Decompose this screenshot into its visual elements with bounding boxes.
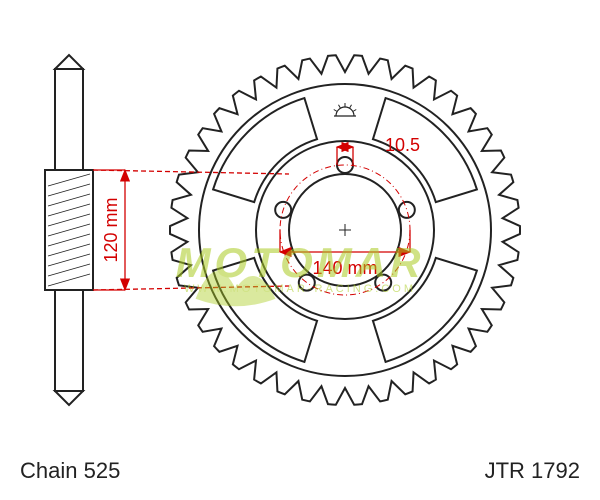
technical-drawing: 140 mm 10.5 120 mm	[0, 0, 600, 500]
side-profile-tooth	[55, 391, 83, 405]
diagram-canvas: 140 mm10.5120 mm MOTOMAR WWW.MOTOMAR-RAC…	[0, 0, 600, 500]
dim-bolt-circle-value: 140 mm	[312, 258, 377, 278]
side-profile-tooth	[55, 55, 83, 69]
chain-spec-label: Chain 525	[20, 458, 120, 484]
dim-bolt-hole-value: 10.5	[385, 135, 420, 155]
part-number-label: JTR 1792	[485, 458, 580, 484]
dim-hub-bore-value: 120 mm	[101, 197, 121, 262]
bolt-hole	[399, 202, 415, 218]
